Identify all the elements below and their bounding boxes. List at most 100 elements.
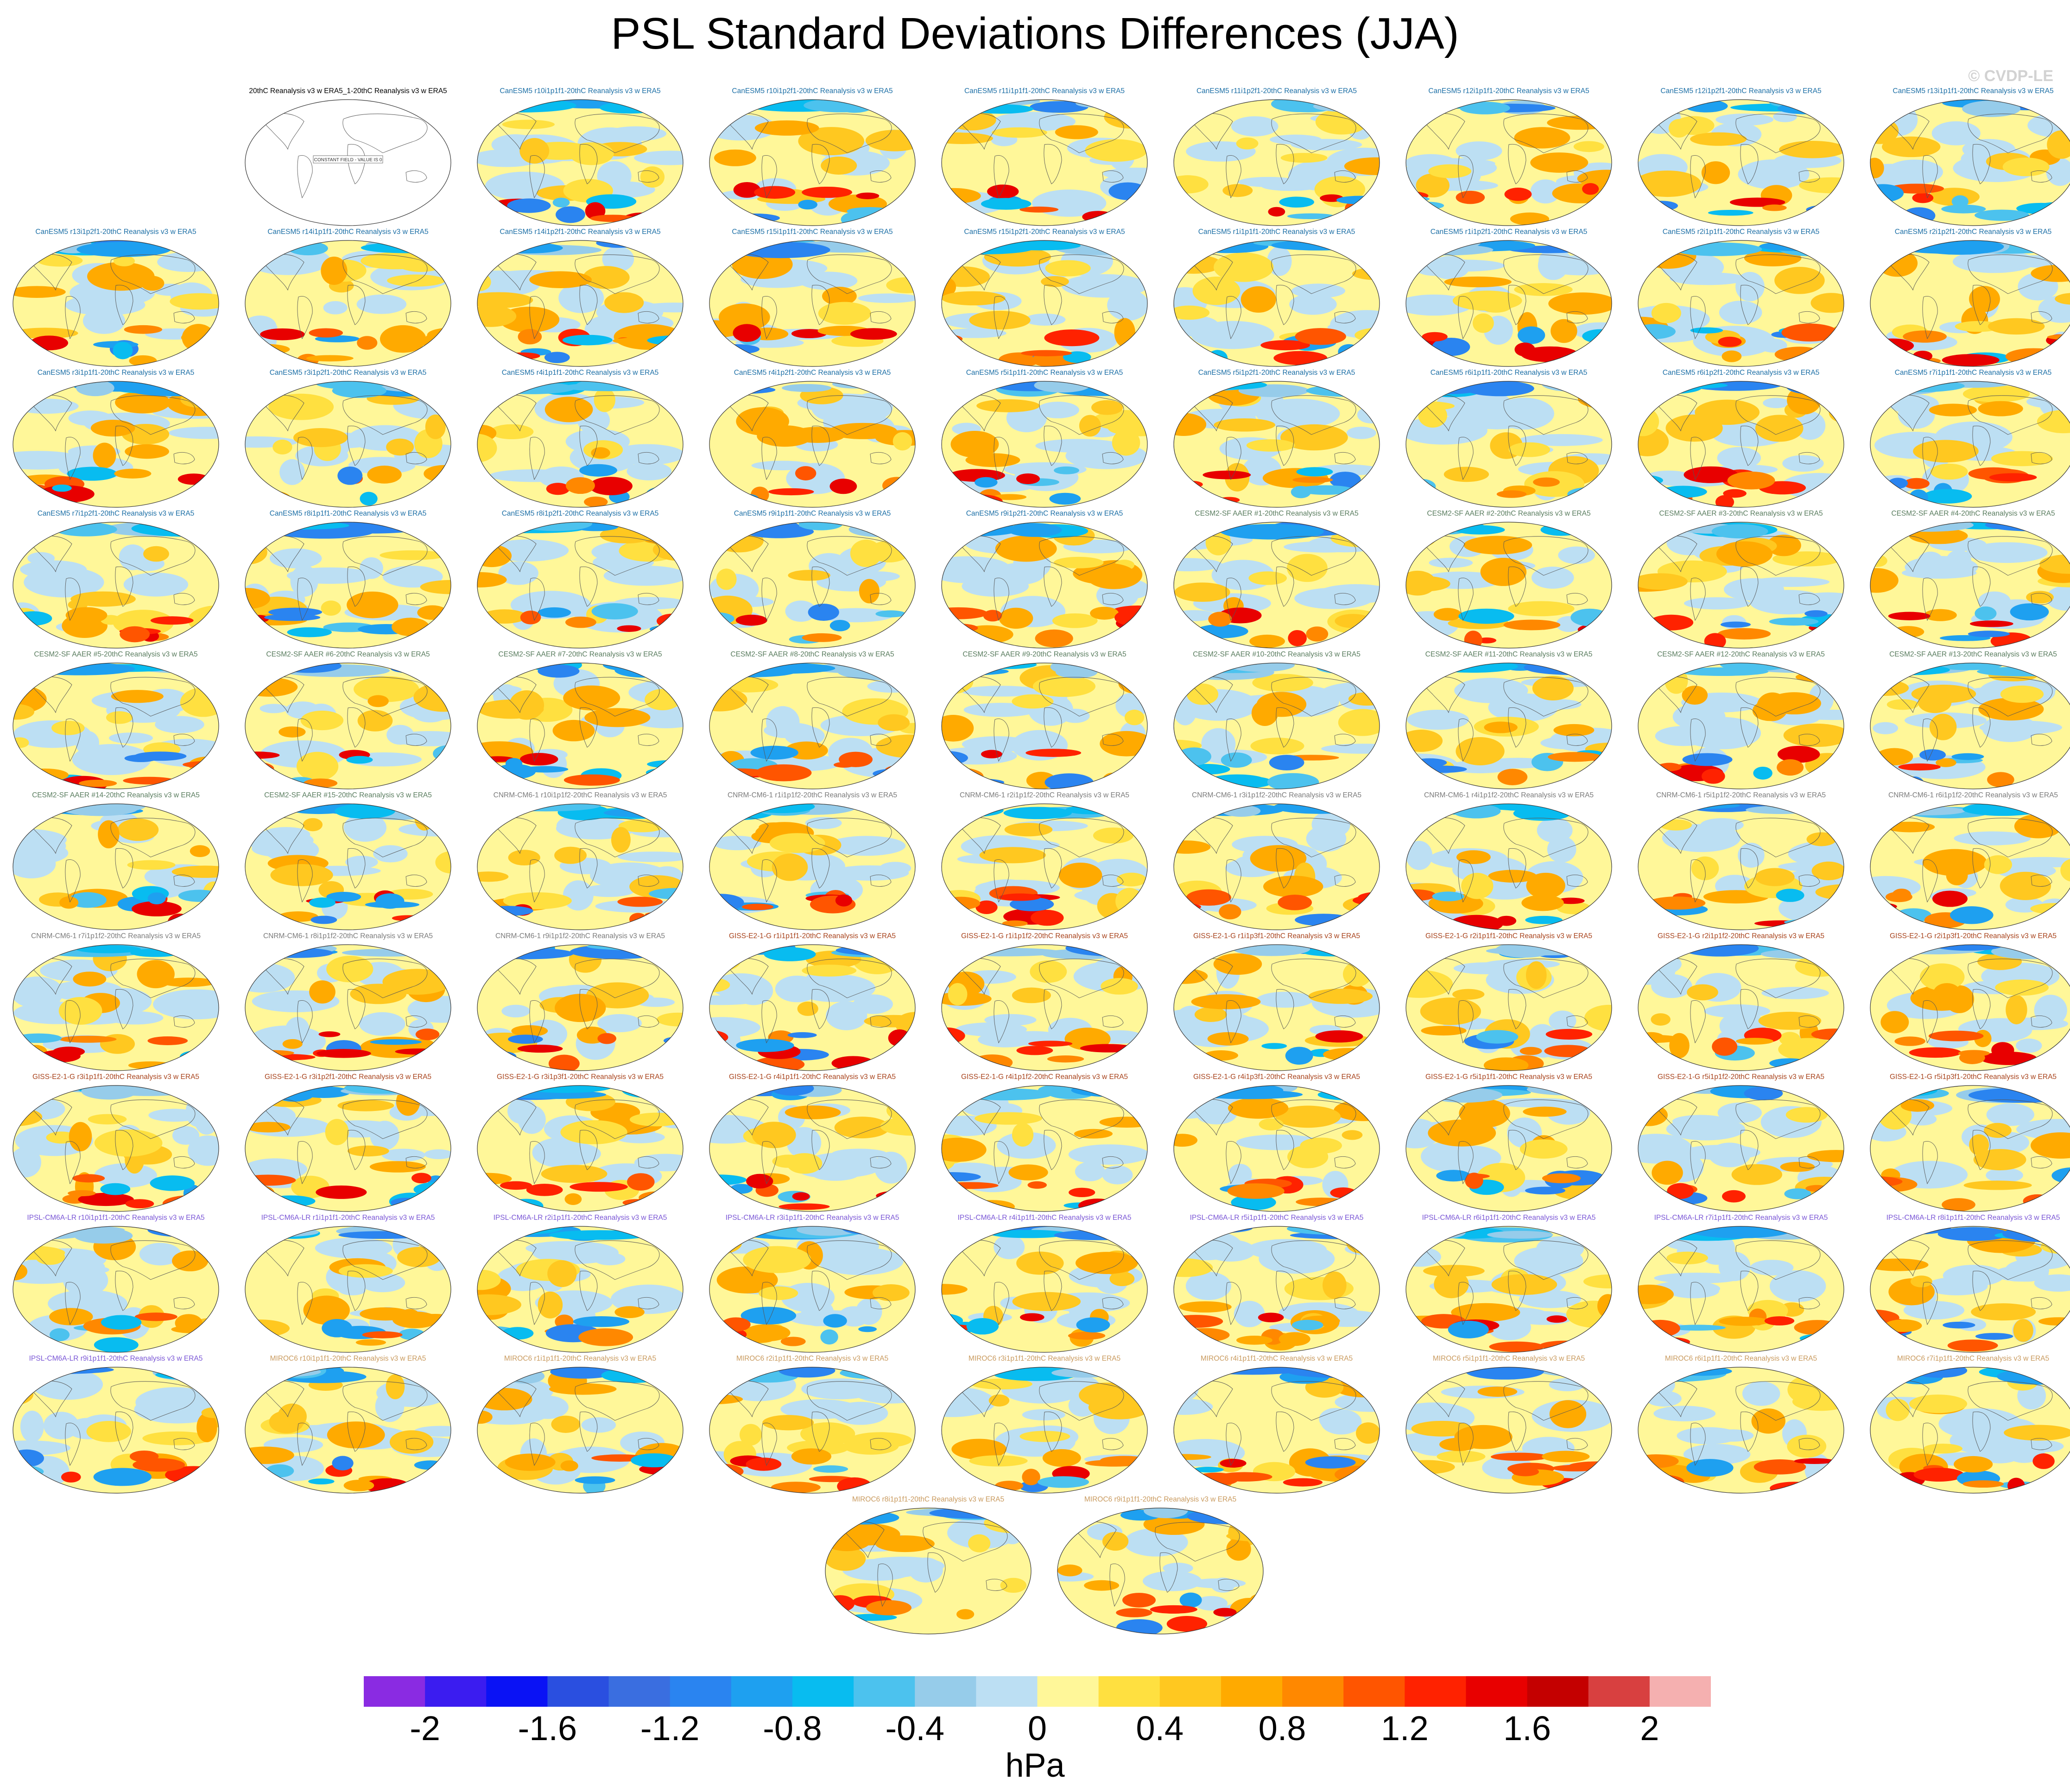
anomaly-blob <box>407 996 451 1023</box>
anomaly-blob <box>1406 479 1436 494</box>
map-panel: CanESM5 r8i1p1f1-20thC Reanalysis v3 w E… <box>232 509 464 650</box>
anomaly-blob <box>293 428 348 448</box>
anomaly-blob <box>562 334 613 346</box>
anomaly-blob <box>1142 1571 1202 1591</box>
map-border <box>1057 1508 1264 1634</box>
anomaly-blob <box>2026 591 2054 604</box>
coastline <box>638 593 659 605</box>
panel-title: CNRM-CM6-1 r10i1p1f2-20thC Reanalysis v3… <box>493 791 667 799</box>
coastline <box>1655 1240 1697 1277</box>
map-panel: CanESM5 r4i1p1f1-20thC Reanalysis v3 w E… <box>464 368 696 509</box>
anomaly-blob <box>1684 100 1728 113</box>
anomaly-blob <box>2046 158 2070 186</box>
coastline <box>2031 1297 2052 1309</box>
coastline <box>1690 578 1706 621</box>
map-plot <box>1638 1226 1844 1353</box>
anomaly-blob <box>1788 840 1844 868</box>
coastline <box>494 536 537 573</box>
anomaly-blob <box>1231 116 1279 137</box>
anomaly-blob <box>52 484 72 492</box>
anomaly-blob <box>2038 295 2070 323</box>
colorbar-swatch <box>915 1676 976 1707</box>
anomaly-blob <box>478 947 574 959</box>
map-plot <box>709 663 916 789</box>
anomaly-blob <box>1753 1459 1806 1475</box>
panel-title: CanESM5 r7i1p2f1-20thC Reanalysis v3 w E… <box>37 510 195 517</box>
anomaly-blob <box>162 1367 201 1376</box>
anomaly-blob <box>1101 978 1138 995</box>
coastline <box>1740 144 1759 184</box>
anomaly-blob <box>1933 983 1961 1003</box>
anomaly-blob <box>418 1313 451 1323</box>
anomaly-blob <box>589 477 633 496</box>
anomaly-blob <box>259 352 279 361</box>
panel-title: MIROC6 r1i1p1f1-20thC Reanalysis v3 w ER… <box>504 1355 657 1363</box>
anomaly-blob <box>2015 1038 2042 1053</box>
anomaly-blob <box>63 1265 108 1296</box>
anomaly-blob <box>737 494 759 504</box>
anomaly-blob <box>1519 1047 1542 1055</box>
anomaly-blob <box>1751 1408 1785 1434</box>
anomaly-blob <box>142 1431 211 1445</box>
map-plot <box>245 381 451 508</box>
anomaly-blob <box>1288 630 1307 646</box>
coastline <box>347 707 366 748</box>
anomaly-blob <box>260 328 305 341</box>
anomaly-blob <box>829 619 850 631</box>
anomaly-blob <box>1028 1041 1073 1047</box>
anomaly-blob <box>1716 114 1774 126</box>
coastline <box>1735 536 1821 576</box>
anomaly-blob <box>300 710 344 731</box>
anomaly-blob <box>1525 1186 1566 1195</box>
anomaly-blob <box>1003 807 1072 820</box>
map-border <box>1405 944 1612 1071</box>
coastline <box>726 958 769 995</box>
anomaly-blob <box>134 1395 219 1424</box>
map-panel: IPSL-CM6A-LR r6i1p1f1-20thC Reanalysis v… <box>1393 1213 1625 1354</box>
anomaly-blob <box>1700 818 1744 832</box>
map-panel: GISS-E2-1-G r3i1p2f1-20thC Reanalysis v3… <box>232 1072 464 1213</box>
anomaly-blob <box>1150 1605 1197 1614</box>
anomaly-blob <box>1537 818 1573 843</box>
coastline <box>262 113 304 150</box>
anomaly-blob <box>1100 1456 1147 1465</box>
anomaly-blob <box>505 758 523 770</box>
panel-title: CanESM5 r12i1p2f1-20thC Reanalysis v3 w … <box>1660 87 1822 95</box>
anomaly-blob <box>127 860 176 870</box>
anomaly-blob <box>1954 1456 1993 1473</box>
anomaly-blob <box>51 720 85 735</box>
coastline <box>1044 707 1062 748</box>
coastline <box>1922 437 1938 480</box>
coastline <box>1922 296 1938 340</box>
anomaly-blob <box>1666 530 1712 555</box>
anomaly-blob <box>813 1465 848 1473</box>
coastline <box>529 1423 545 1466</box>
map-border <box>1405 663 1612 789</box>
coastline <box>297 859 313 903</box>
anomaly-blob <box>1822 1464 1842 1480</box>
map-border <box>477 240 684 367</box>
colorbar-swatch <box>854 1676 915 1707</box>
map-plot <box>1405 1367 1612 1494</box>
anomaly-blob <box>1991 451 2053 467</box>
anomaly-blob <box>1731 1164 1783 1185</box>
coastline <box>1972 848 1991 889</box>
coastline <box>347 1270 366 1311</box>
anomaly-blob <box>969 310 1031 330</box>
map-border <box>1173 803 1380 930</box>
anomaly-blob <box>858 293 915 303</box>
anomaly-blob <box>1207 350 1228 366</box>
map-plot <box>1638 944 1844 1071</box>
coastline <box>842 1521 885 1559</box>
map-panel: MIROC6 r5i1p1f1-20thC Reanalysis v3 w ER… <box>1393 1354 1625 1495</box>
anomaly-blob <box>835 894 853 907</box>
coastline <box>1972 425 1991 466</box>
map-border <box>13 1367 219 1494</box>
anomaly-blob <box>746 1458 782 1471</box>
map-panel: CanESM5 r6i1p2f1-20thC Reanalysis v3 w E… <box>1625 368 1857 509</box>
anomaly-blob <box>1458 608 1514 624</box>
anomaly-blob <box>477 270 541 297</box>
anomaly-blob <box>482 906 533 916</box>
anomaly-blob <box>1174 413 1207 436</box>
coastline <box>1102 311 1124 323</box>
